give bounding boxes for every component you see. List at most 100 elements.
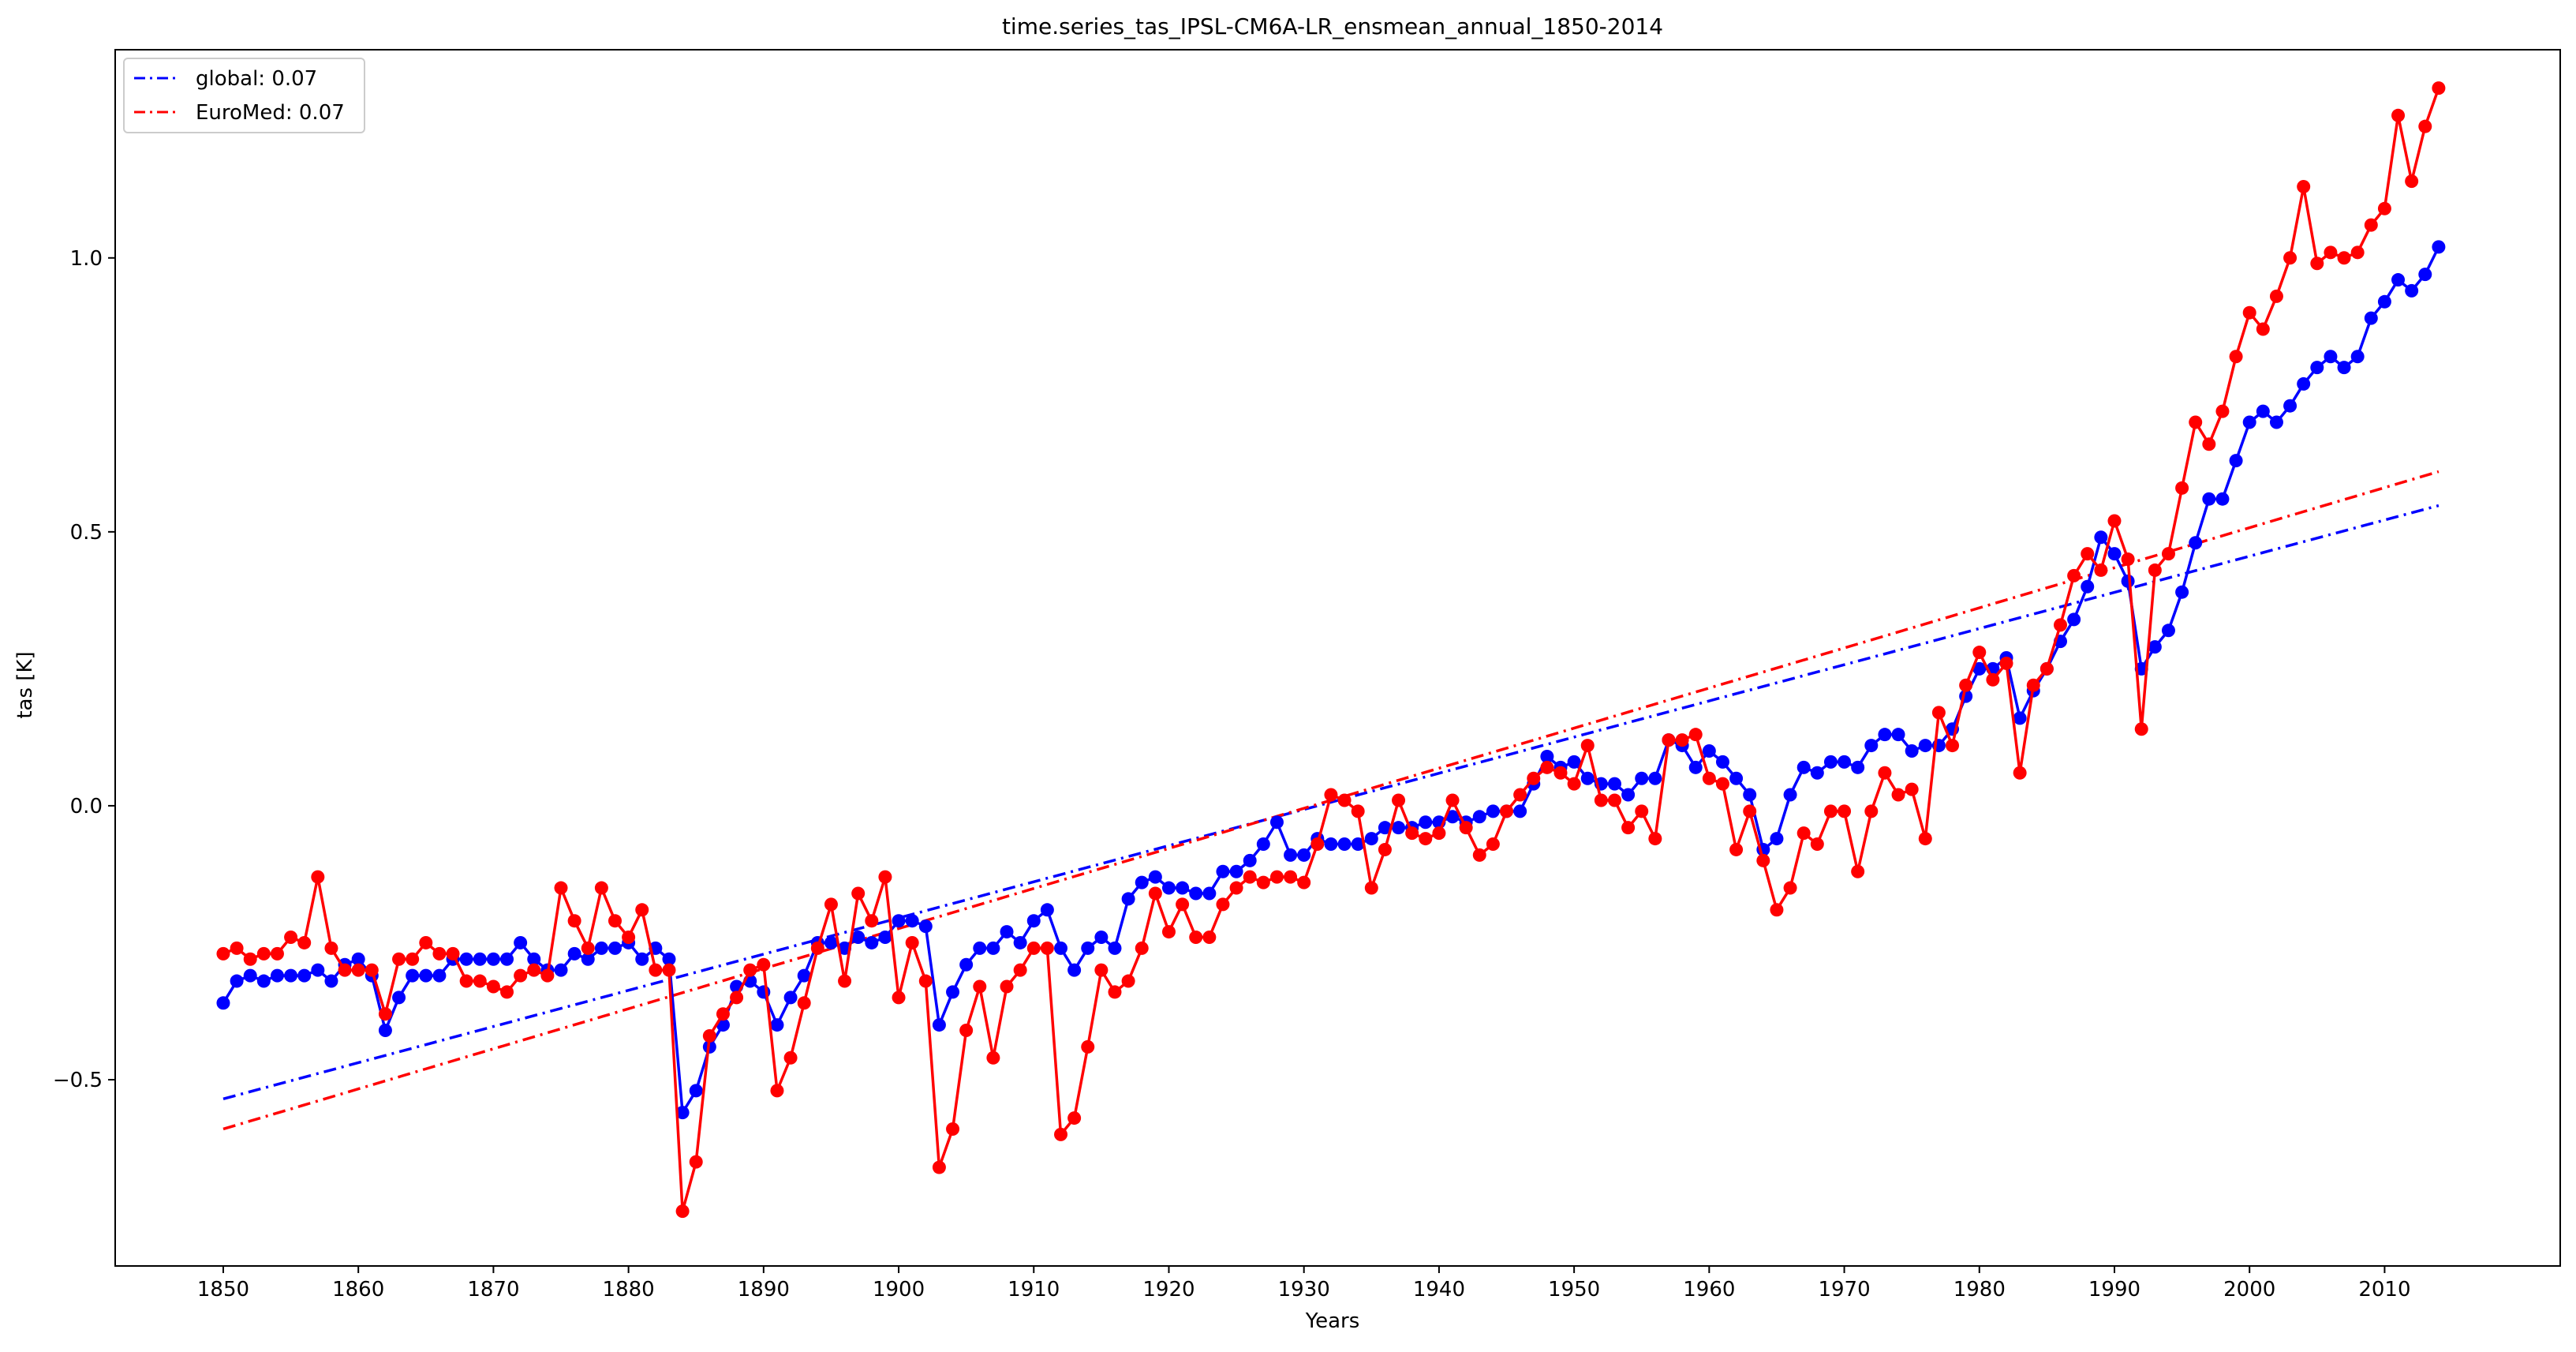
data-point-global: [675, 1106, 690, 1120]
x-tick-label: 1880: [603, 1278, 655, 1301]
data-point-euromed: [1392, 793, 1406, 807]
data-point-euromed: [2054, 618, 2068, 632]
data-point-global: [1621, 788, 1636, 802]
data-point-global: [311, 963, 325, 977]
y-tick-label: 0.0: [70, 795, 103, 818]
data-point-euromed: [1067, 1111, 1082, 1125]
data-point-euromed: [1783, 881, 1797, 895]
data-point-euromed: [2405, 174, 2419, 189]
data-point-global: [1202, 886, 1217, 901]
data-point-euromed: [2175, 481, 2189, 495]
data-point-euromed: [2432, 81, 2446, 96]
data-point-euromed: [2324, 245, 2338, 260]
data-point-euromed: [378, 1007, 392, 1021]
data-point-global: [2175, 585, 2189, 599]
data-point-global: [2283, 399, 2297, 413]
data-point-euromed: [1675, 733, 1689, 747]
data-point-global: [297, 968, 312, 983]
data-point-euromed: [1959, 678, 1973, 692]
data-point-euromed: [1946, 739, 1960, 753]
data-point-global: [284, 968, 298, 983]
y-tick-label: −0.5: [53, 1069, 103, 1092]
data-point-euromed: [932, 1160, 946, 1174]
data-point-euromed: [1999, 656, 2013, 670]
x-tick-label: 1910: [1008, 1278, 1060, 1301]
data-point-global: [973, 941, 987, 955]
data-point-global: [1013, 935, 1027, 949]
data-point-euromed: [1662, 733, 1676, 747]
series-points-euromed: [216, 81, 2446, 1219]
data-point-euromed: [865, 914, 879, 928]
data-point-euromed: [1121, 974, 1135, 988]
data-point-global: [1905, 744, 1919, 758]
trend-line-global: [222, 504, 2440, 1100]
legend-label-global: global: 0.07: [196, 67, 317, 91]
data-point-euromed: [1823, 804, 1838, 818]
plot-frame: [114, 49, 2561, 1267]
data-point-euromed: [730, 991, 744, 1005]
x-tick-label: 1930: [1278, 1278, 1330, 1301]
data-point-euromed: [2297, 180, 2311, 194]
data-point-euromed: [324, 941, 338, 955]
legend-box: [123, 58, 365, 133]
data-point-euromed: [1851, 864, 1865, 878]
x-axis-label: Years: [1305, 1309, 1360, 1333]
data-point-global: [1351, 837, 1365, 852]
data-point-global: [1688, 760, 1703, 774]
data-point-global: [918, 919, 933, 934]
data-point-global: [1337, 837, 1352, 852]
data-point-euromed: [1324, 788, 1338, 802]
data-point-global: [2067, 612, 2081, 627]
data-point-euromed: [2391, 108, 2406, 122]
data-point-euromed: [514, 968, 528, 983]
data-point-euromed: [1161, 925, 1176, 939]
data-point-global: [635, 952, 649, 966]
data-point-euromed: [554, 881, 568, 895]
data-point-euromed: [878, 870, 892, 884]
data-point-global: [406, 968, 420, 983]
data-point-euromed: [851, 886, 866, 901]
data-point-global: [459, 952, 473, 966]
data-point-euromed: [1081, 1039, 1095, 1054]
data-point-euromed: [838, 974, 852, 988]
data-point-euromed: [2161, 547, 2175, 561]
data-point-global: [1580, 771, 1595, 785]
data-point-euromed: [311, 870, 325, 884]
data-point-euromed: [432, 946, 447, 961]
data-point-euromed: [1256, 875, 1270, 889]
data-point-euromed: [365, 963, 379, 977]
data-point-euromed: [2377, 201, 2391, 215]
data-point-euromed: [2148, 563, 2162, 577]
data-point-global: [243, 968, 257, 983]
data-point-global: [2229, 454, 2243, 468]
x-tick-label: 1850: [197, 1278, 249, 1301]
data-point-global: [1878, 728, 1892, 742]
data-point-global: [662, 952, 676, 966]
data-point-global: [1189, 886, 1203, 901]
data-point-global: [1635, 771, 1649, 785]
data-point-euromed: [473, 974, 487, 988]
data-point-global: [392, 991, 406, 1005]
data-point-euromed: [230, 941, 244, 955]
data-point-global: [1783, 788, 1797, 802]
data-point-global: [2081, 579, 2095, 594]
data-point-global: [1040, 903, 1054, 917]
data-point-euromed: [2256, 322, 2270, 336]
data-point-global: [689, 1084, 703, 1098]
data-point-global: [1243, 853, 1257, 867]
data-point-global: [1026, 914, 1041, 928]
data-point-global: [1269, 815, 1284, 830]
data-point-global: [1702, 744, 1716, 758]
data-point-global: [1176, 881, 1190, 895]
data-point-global: [851, 931, 866, 945]
data-point-global: [2391, 273, 2406, 287]
data-point-euromed: [243, 952, 257, 966]
x-tick-label: 1900: [873, 1278, 925, 1301]
data-point-global: [2310, 361, 2324, 375]
data-point-euromed: [1621, 821, 1636, 835]
data-point-euromed: [1378, 842, 1392, 856]
data-point-global: [324, 974, 338, 988]
data-point-euromed: [1500, 804, 1514, 818]
data-point-euromed: [486, 979, 500, 994]
